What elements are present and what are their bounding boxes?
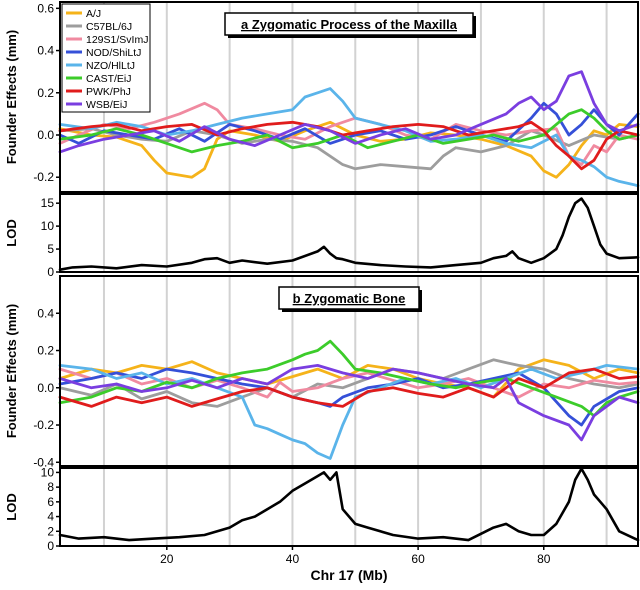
y-tick-label: 0: [47, 265, 54, 279]
plot-frame: [59, 467, 639, 547]
title-box: [224, 12, 474, 36]
x-tick-label: 80: [537, 552, 551, 566]
series-line: [58, 358, 640, 399]
series-line: [58, 367, 640, 399]
plot-frame: [59, 1, 639, 193]
series-line: [58, 70, 640, 154]
legend-label: NZO/HlLtJ: [86, 60, 135, 72]
y-tick-label: 0.0: [37, 381, 54, 395]
legend-label: 129S1/SvImJ: [86, 34, 148, 46]
panel-title: b Zygomatic Bone: [293, 291, 406, 306]
legend: A/JC57BL/6J129S1/SvImJNOD/ShiLtJNZO/HlLt…: [61, 3, 151, 113]
series-line: [58, 467, 640, 542]
y-tick-label: 2: [47, 524, 54, 538]
b-effects-panel: -0.4 -0.2 0.0 0.2 0.4 Founder Effects (mm) b Z…: [4, 275, 640, 469]
y-tick-label: 0.2: [37, 344, 54, 358]
legend-label: WSB/EiJ: [86, 99, 127, 111]
y-tick-label: 10: [41, 219, 55, 233]
y-axis-label: Founder Effects (mm): [4, 30, 19, 164]
a-lod-panel: 0 5 10 15 LOD: [4, 193, 640, 279]
series-line: [58, 367, 640, 408]
y-tick-label: 4: [47, 510, 54, 524]
series-line: [58, 197, 640, 271]
series-line: [58, 364, 640, 442]
panel-title: a Zygomatic Process of the Maxilla: [241, 17, 458, 32]
legend-label: NOD/ShiLtJ: [86, 47, 141, 59]
y-tick-label: 6: [47, 495, 54, 509]
plot-frame: [59, 275, 639, 467]
y-tick-label: 8: [47, 480, 54, 494]
y-tick-label: -0.4: [33, 455, 54, 469]
y-axis-label: Founder Effects (mm): [4, 304, 19, 438]
a-effects-panel: -0.2 0.0 0.2 0.4 0.6 Founder Effects (mm) a Zy…: [4, 1, 640, 193]
y-tick-label: 0.6: [37, 1, 54, 15]
y-tick-label: -0.2: [33, 418, 54, 432]
series-line: [58, 120, 640, 171]
x-axis-label: Chr 17 (Mb): [311, 567, 388, 583]
series-line: [58, 367, 640, 427]
y-axis-label: LOD: [4, 219, 19, 246]
series-line: [58, 364, 640, 460]
plot-frame: [59, 193, 639, 273]
legend-label: CAST/EiJ: [86, 73, 132, 85]
x-tick-label: 40: [286, 552, 300, 566]
legend-label: A/J: [86, 8, 101, 20]
y-tick-label: 5: [47, 242, 54, 256]
y-axis-label: LOD: [4, 493, 19, 520]
x-tick-label: 20: [160, 552, 174, 566]
y-tick-label: 0.4: [37, 306, 54, 320]
title-box: [278, 286, 420, 310]
y-tick-label: -0.2: [33, 170, 54, 184]
y-tick-label: 15: [41, 196, 55, 210]
series-line: [58, 358, 640, 408]
series-line: [58, 108, 640, 154]
y-tick-label: 0.2: [37, 86, 54, 100]
y-tick-label: 10: [41, 465, 55, 479]
series-line: [58, 127, 640, 171]
legend-box: [61, 3, 151, 113]
legend-label: C57BL/6J: [86, 21, 132, 33]
y-tick-label: 0.4: [37, 44, 54, 58]
legend-label: PWK/PhJ: [86, 86, 131, 98]
series-line: [58, 87, 640, 188]
x-tick-label: 60: [411, 552, 425, 566]
y-tick-label: 0.0: [37, 128, 54, 142]
y-tick-label: 0: [47, 539, 54, 553]
